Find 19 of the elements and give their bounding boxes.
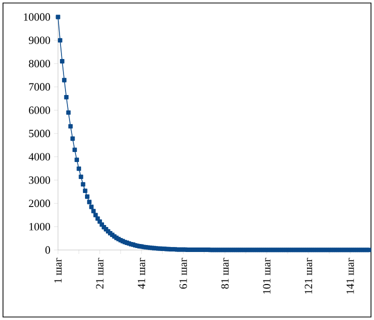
y-tick-label: 0 [45,246,50,254]
x-tick-label: 121 шаг [304,258,312,294]
y-tick-label: 10000 [24,13,50,21]
x-tick-label: 81 шаг [221,258,229,289]
y-tick-label: 4000 [28,153,50,160]
y-tick-label: 2000 [28,200,50,208]
y-tick-label: 8000 [28,60,50,68]
y-tick-label: 6000 [28,106,50,114]
x-tick-label: 41 шаг [138,258,146,289]
y-tick-label: 9000 [28,36,50,44]
y-tick-label: 5000 [29,130,50,138]
y-tick-label: 1000 [29,222,50,230]
x-tick-label: 101 шаг [263,258,270,294]
x-tick-label: 141 шаг [346,258,354,294]
x-tick-label: 1 шаг [54,258,62,283]
y-tick-label: 3000 [29,176,50,184]
y-tick-label: 7000 [29,83,50,91]
x-tick-label: 61 шаг [180,258,187,289]
x-tick-label: 21 шаг [96,258,104,289]
